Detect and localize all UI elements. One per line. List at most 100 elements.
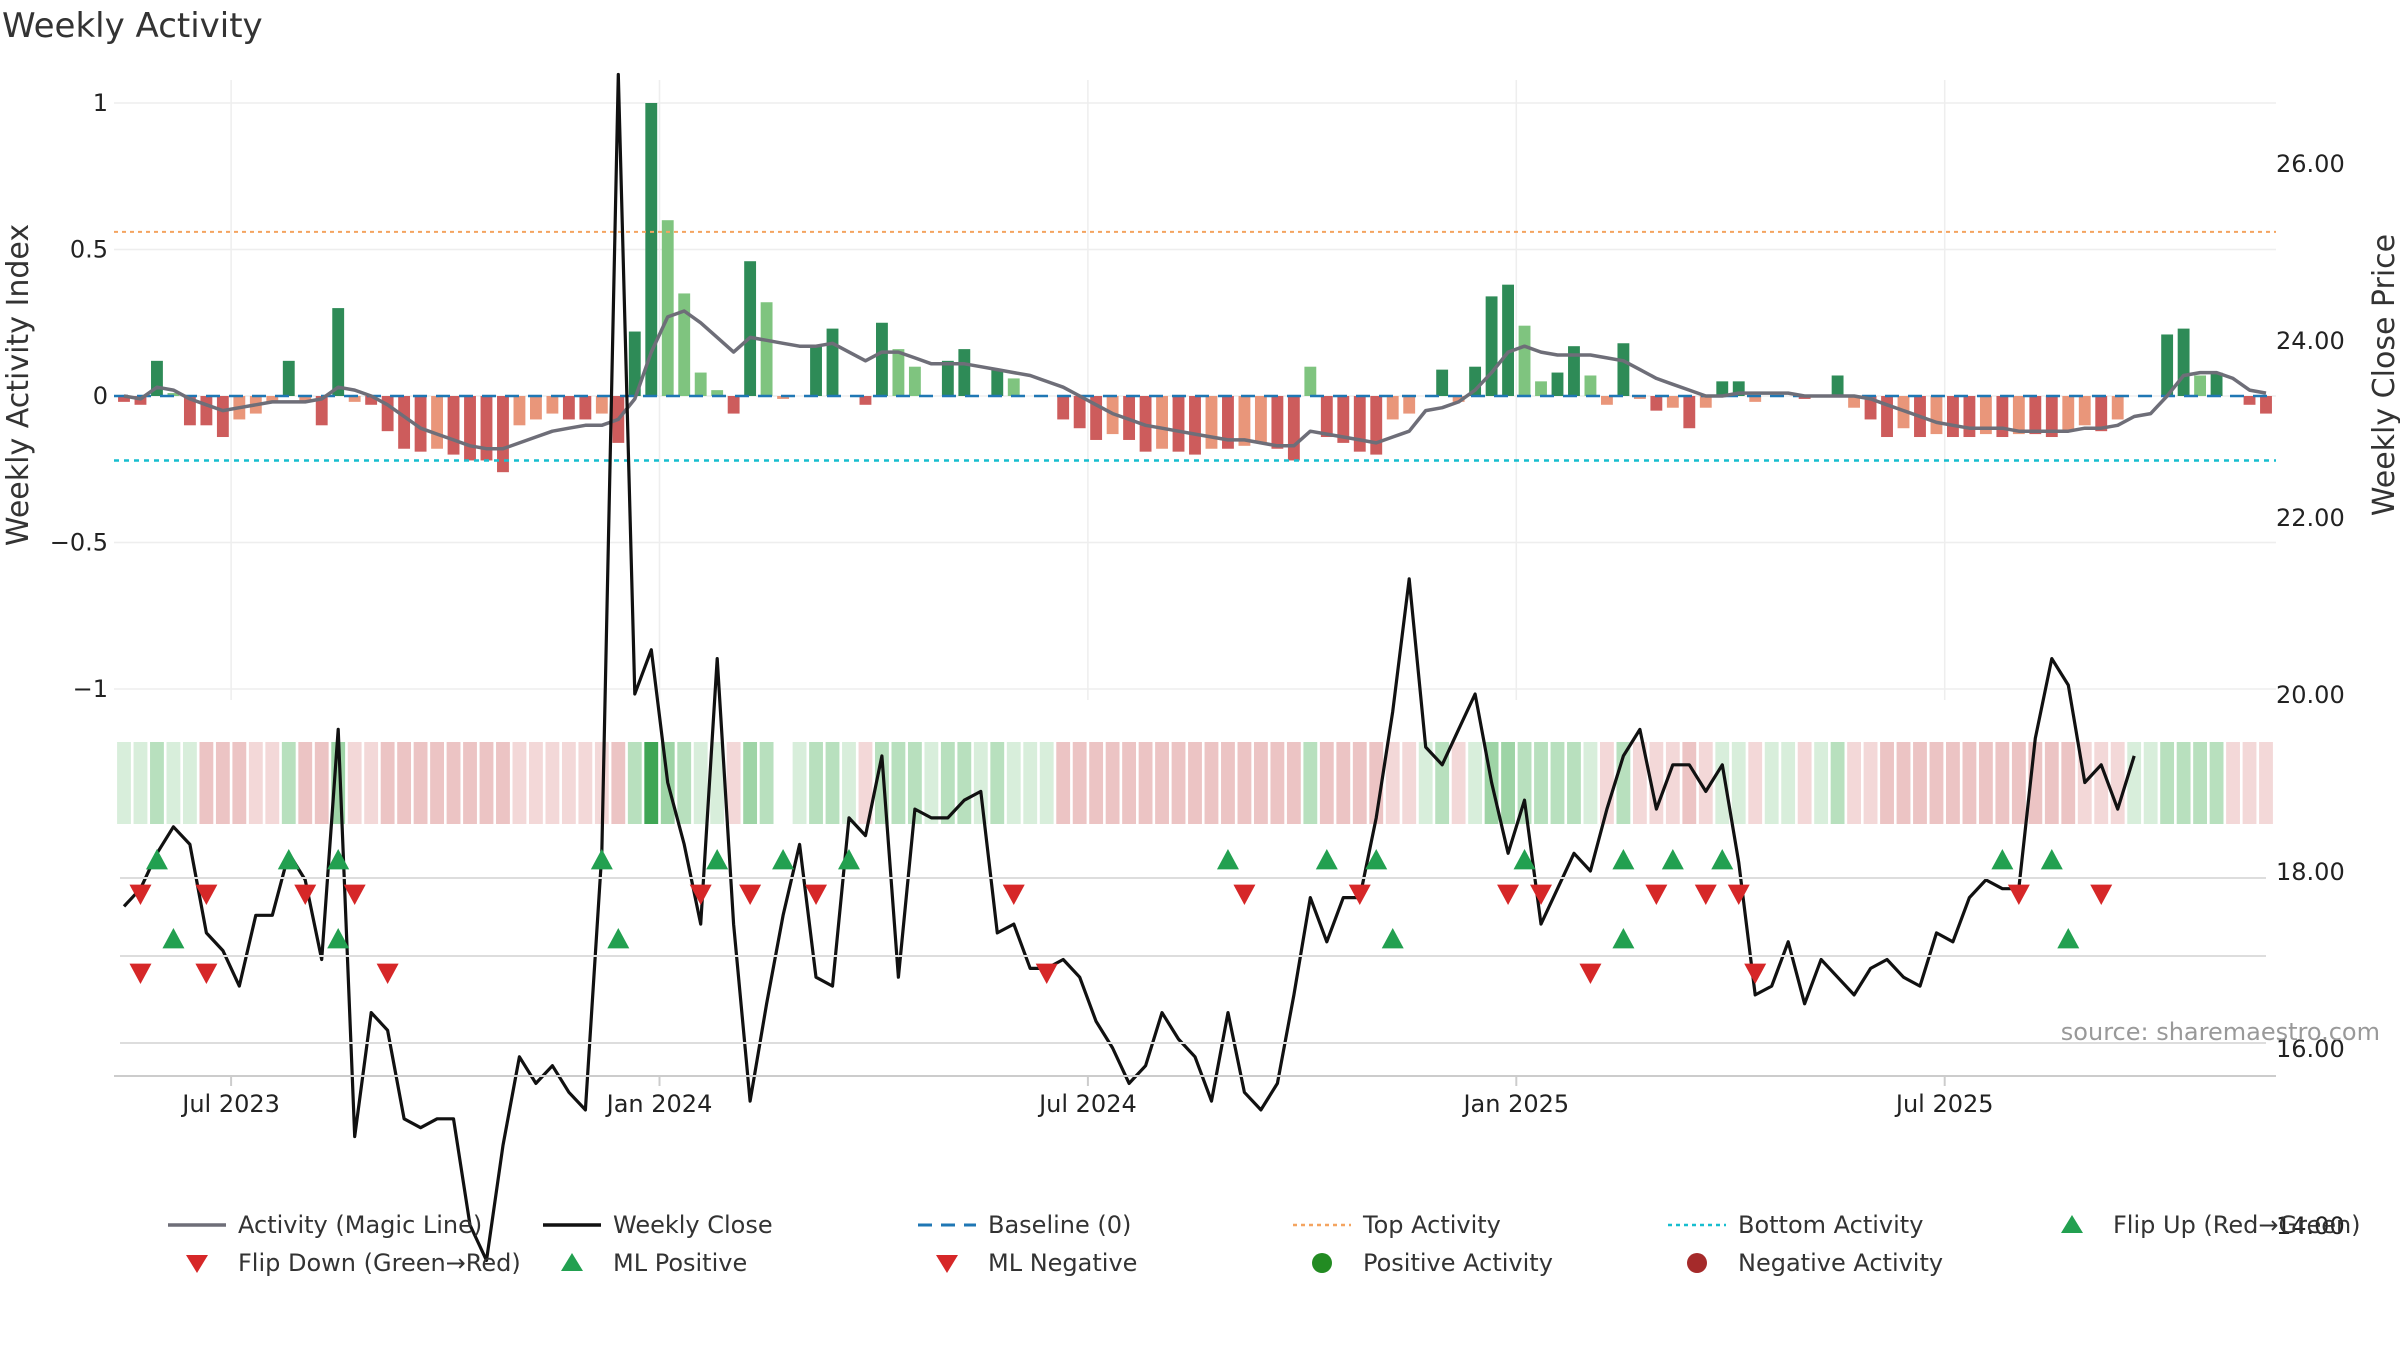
- activity-strip-cell: [545, 742, 560, 824]
- x-tick-label: Jul 2024: [1037, 1090, 1137, 1118]
- activity-bar: [1007, 378, 1020, 396]
- ml-negative-marker: [1579, 963, 1602, 984]
- activity-strip-cell: [1039, 742, 1054, 824]
- activity-bar: [694, 372, 707, 396]
- flip-up-marker: [837, 849, 860, 870]
- flip-up-marker: [1216, 849, 1239, 870]
- activity-strip-cell: [1567, 742, 1581, 824]
- flip-down-marker: [1233, 884, 1256, 905]
- legend-item: Baseline (0): [918, 1211, 1131, 1239]
- activity-strip-cell: [1913, 742, 1927, 824]
- activity-bar: [2078, 396, 2091, 426]
- y2-tick-label: 18.00: [2276, 858, 2345, 886]
- activity-bar: [1057, 396, 1070, 420]
- activity-bar: [628, 331, 641, 396]
- activity-strip-cell: [561, 742, 576, 824]
- activity-bar: [332, 308, 345, 396]
- activity-bar: [1535, 381, 1547, 396]
- activity-bar: [1617, 343, 1630, 396]
- activity-bar: [398, 396, 411, 449]
- activity-strip-cell: [677, 742, 692, 824]
- activity-bar: [1683, 396, 1696, 429]
- activity-strip-cell: [611, 742, 626, 824]
- activity-bar: [2045, 396, 2058, 438]
- legend-item: Negative Activity: [1687, 1249, 1943, 1277]
- flip-down-marker: [1530, 884, 1553, 905]
- flip-up-marker: [1661, 849, 1684, 870]
- activity-bar: [1370, 396, 1383, 455]
- activity-strip-cell: [265, 742, 280, 824]
- activity-bar: [1963, 396, 1976, 438]
- legend-label: Activity (Magic Line): [238, 1211, 482, 1239]
- activity-bar: [497, 396, 509, 473]
- activity-strip-cell: [1204, 742, 1219, 824]
- activity-strip-cell: [463, 742, 477, 824]
- legend-label: Flip Up (Red→Green): [2113, 1211, 2361, 1239]
- activity-strip-cell: [347, 742, 362, 824]
- activity-strip-cell: [710, 742, 725, 824]
- activity-strip-cell: [1451, 742, 1466, 824]
- activity-strip-cell: [1814, 742, 1829, 824]
- activity-bar: [1287, 396, 1300, 461]
- activity-bar: [1716, 381, 1729, 396]
- activity-bar: [1238, 396, 1251, 446]
- activity-strip-cell: [380, 742, 395, 824]
- flip-down-marker: [739, 884, 762, 905]
- activity-bar: [1320, 396, 1333, 438]
- activity-bar: [266, 396, 279, 402]
- activity-strip-cell: [940, 742, 955, 824]
- activity-bar: [2177, 328, 2190, 396]
- flip-up-marker: [277, 849, 300, 870]
- activity-strip-cell: [1072, 742, 1087, 824]
- activity-bar: [513, 396, 526, 426]
- activity-strip-cell: [1665, 742, 1680, 824]
- activity-bar: [678, 293, 691, 396]
- ml-positive-marker: [1381, 928, 1404, 949]
- flip-down-marker: [1002, 884, 1025, 905]
- activity-bar: [1172, 396, 1185, 452]
- flip-down-marker: [129, 884, 152, 905]
- activity-bar: [1979, 396, 1992, 435]
- activity-strip-cell: [1253, 742, 1268, 824]
- activity-strip-cell: [1995, 742, 2010, 824]
- activity-bar: [958, 349, 971, 396]
- activity-bar: [365, 396, 378, 405]
- activity-bar: [529, 396, 542, 420]
- y2-tick-label: 14.00: [2276, 1212, 2345, 1240]
- activity-bar: [1551, 372, 1564, 396]
- activity-strip-cell: [1698, 742, 1713, 824]
- activity-strip-cell: [1122, 742, 1137, 824]
- ml-negative-marker: [1744, 963, 1767, 984]
- activity-bar: [118, 396, 130, 402]
- y2-tick-label: 22.00: [2276, 504, 2345, 532]
- activity-bar: [595, 396, 608, 414]
- activity-strip-cell: [1731, 742, 1746, 824]
- activity-bar: [1502, 284, 1514, 396]
- activity-strip-cell: [1715, 742, 1730, 824]
- legend-item: Flip Up (Red→Green): [2061, 1211, 2361, 1239]
- activity-strip-cell: [973, 742, 988, 824]
- flip-up-marker: [1365, 849, 1388, 870]
- activity-bar: [1485, 296, 1498, 396]
- activity-bar: [2111, 396, 2124, 420]
- ml-negative-marker: [129, 963, 152, 984]
- activity-strip-cell: [957, 742, 972, 824]
- flip-up-marker: [1315, 849, 1338, 870]
- y2-tick-label: 20.00: [2276, 681, 2345, 709]
- activity-bar: [908, 366, 921, 396]
- activity-bar: [183, 396, 196, 426]
- legend-label: Baseline (0): [988, 1211, 1131, 1239]
- activity-bar: [760, 302, 773, 396]
- activity-bar: [562, 396, 575, 420]
- activity-bar: [1189, 396, 1201, 455]
- legend-label: Positive Activity: [1363, 1249, 1553, 1277]
- activity-strip-cell: [150, 742, 164, 824]
- flip-up-marker: [2040, 849, 2063, 870]
- activity-strip-cell: [1600, 742, 1614, 824]
- activity-bar: [2029, 396, 2042, 435]
- legend-swatch-circle: [1312, 1253, 1332, 1273]
- activity-bar: [431, 396, 443, 449]
- activity-bar: [1848, 396, 1861, 408]
- x-tick-label: Jul 2025: [1894, 1090, 1994, 1118]
- y-tick-label: 1: [93, 89, 108, 117]
